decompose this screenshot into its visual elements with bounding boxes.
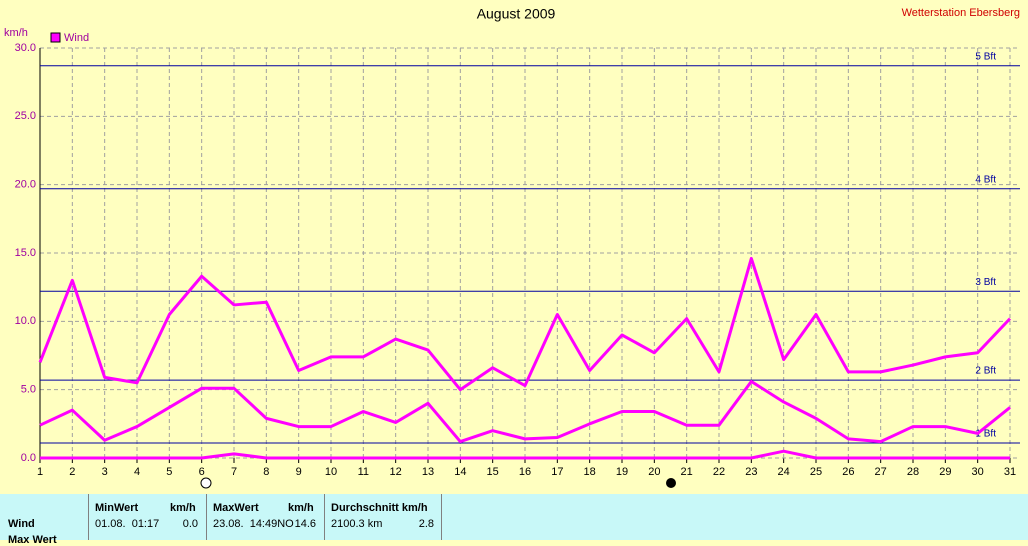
cell: 14.6 (294, 518, 316, 530)
cell: 01.08. 01:17 (95, 518, 160, 530)
legend-label: Wind (64, 32, 89, 44)
col-sep (324, 494, 325, 540)
x-tick-label: 6 (199, 466, 205, 478)
col-sep (441, 494, 442, 540)
bft-label: 3 Bft (975, 277, 996, 288)
x-tick-label: 9 (296, 466, 302, 478)
bft-label: 5 Bft (975, 51, 996, 62)
series-line (38, 256, 1012, 392)
x-tick-label: 18 (584, 466, 596, 478)
x-tick-label: 15 (487, 466, 499, 478)
full-moon-icon (200, 477, 212, 489)
row-label: Wind (8, 518, 35, 530)
row-label: Max Wert (8, 534, 57, 546)
new-moon-icon (666, 478, 676, 488)
x-tick-label: 8 (263, 466, 269, 478)
x-tick-label: 10 (325, 466, 337, 478)
x-tick-label: 2 (69, 466, 75, 478)
col-sep (88, 494, 89, 540)
y-axis-label: km/h (4, 27, 28, 39)
x-tick-label: 12 (390, 466, 402, 478)
legend-swatch (50, 32, 61, 43)
series-line (40, 449, 1010, 460)
y-tick-label: 0.0 (21, 452, 36, 464)
bft-label: 2 Bft (975, 366, 996, 377)
x-tick-label: 29 (939, 466, 951, 478)
x-tick-label: 19 (616, 466, 628, 478)
y-tick-label: 25.0 (15, 110, 36, 122)
summary-table: MinWert km/h MaxWert km/h Durchschnitt k… (0, 494, 1028, 546)
x-tick-label: 20 (648, 466, 660, 478)
x-tick-label: 11 (358, 466, 369, 478)
bft-label: 4 Bft (975, 174, 996, 185)
x-tick-label: 26 (842, 466, 854, 478)
y-tick-label: 15.0 (15, 247, 36, 259)
x-tick-label: 5 (166, 466, 172, 478)
x-tick-label: 27 (875, 466, 887, 478)
x-tick-label: 31 (1004, 466, 1016, 478)
y-tick-label: 10.0 (15, 315, 36, 327)
header: Durchschnitt km/h (331, 502, 428, 514)
x-tick-label: 28 (907, 466, 919, 478)
x-tick-label: 25 (810, 466, 822, 478)
col-sep (206, 494, 207, 540)
x-tick-label: 24 (778, 466, 790, 478)
x-tick-label: 16 (519, 466, 531, 478)
x-tick-label: 3 (102, 466, 108, 478)
x-tick-label: 1 (37, 466, 43, 478)
x-tick-label: 7 (231, 466, 237, 478)
chart-title: August 2009 (477, 6, 556, 22)
x-tick-label: 22 (713, 466, 725, 478)
cell: 0.0 (182, 518, 198, 530)
station-name: Wetterstation Ebersberg (902, 7, 1020, 19)
x-tick-label: 21 (681, 466, 693, 478)
x-tick-label: 23 (745, 466, 757, 478)
header: km/h (288, 502, 314, 514)
cell: 2100.3 km (331, 518, 383, 530)
x-tick-label: 4 (134, 466, 140, 478)
series-line (39, 379, 1011, 444)
x-tick-label: 14 (454, 466, 466, 478)
x-tick-label: 30 (972, 466, 984, 478)
x-tick-label: 13 (422, 466, 434, 478)
y-tick-label: 20.0 (15, 179, 36, 191)
cell: 23.08. 14:49NO (213, 518, 294, 530)
header: km/h (170, 502, 196, 514)
header: MaxWert (213, 502, 259, 514)
cell: 2.8 (418, 518, 434, 530)
chart: August 2009 Wetterstation Ebersberg km/h… (4, 6, 1020, 489)
y-tick-label: 30.0 (15, 42, 36, 54)
y-tick-label: 5.0 (21, 384, 36, 396)
header: MinWert (95, 502, 139, 514)
bft-label: 1 Bft (975, 429, 996, 440)
x-tick-label: 17 (551, 466, 563, 478)
